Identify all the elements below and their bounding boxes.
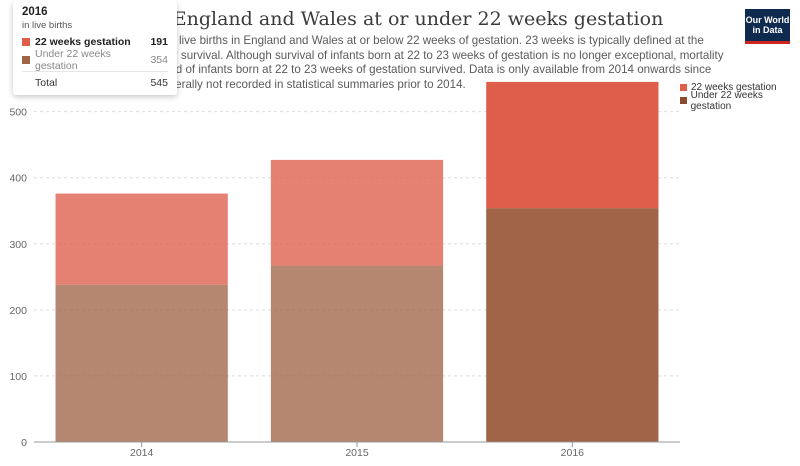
bar-segment bbox=[55, 193, 228, 285]
legend-label: Under 22 weeks gestation bbox=[690, 89, 763, 112]
tooltip-swatch bbox=[22, 56, 30, 64]
logo-line-1: Our World bbox=[745, 15, 790, 25]
bar-segment bbox=[486, 81, 659, 209]
x-tick-label: 2015 bbox=[345, 447, 369, 459]
y-tick-label: 100 bbox=[9, 371, 27, 383]
legend-swatch bbox=[680, 84, 687, 91]
y-tick-label: 0 bbox=[21, 437, 27, 449]
tooltip-total-row: Total 545 bbox=[22, 71, 168, 90]
logo-line-2: in Data bbox=[752, 25, 783, 35]
legend-item-under-22-weeks[interactable]: Under 22 weeks gestation bbox=[680, 90, 800, 112]
y-tick-label: 500 bbox=[9, 107, 27, 119]
tooltip-row-22-weeks: 22 weeks gestation 191 bbox=[22, 35, 168, 49]
tooltip-year: 2016 bbox=[22, 6, 48, 18]
chart-subtitle: This chart shows the number of live birt… bbox=[14, 34, 724, 91]
axes: 0 100 200 300 400 500 2014 2015 2016 bbox=[9, 107, 680, 459]
bar-segment bbox=[270, 159, 444, 266]
bars bbox=[55, 81, 659, 442]
x-tick-label: 2016 bbox=[561, 447, 585, 459]
y-tick-label: 300 bbox=[9, 239, 27, 251]
bar-segment bbox=[486, 208, 659, 442]
y-tick-label: 200 bbox=[9, 305, 27, 317]
tooltip-total-label: Total bbox=[35, 77, 58, 89]
tooltip-row-under-22-weeks: Under 22 weeks gestation 354 bbox=[22, 48, 168, 72]
tooltip-total-value: 545 bbox=[150, 77, 168, 89]
tooltip-value: 354 bbox=[150, 54, 168, 66]
bar-segment bbox=[55, 284, 228, 442]
legend: 22 weeks gestation Under 22 weeks gestat… bbox=[680, 81, 800, 112]
tooltip: 2016 in live births 22 weeks gestation 1… bbox=[13, 0, 177, 95]
owid-logo[interactable]: Our World in Data bbox=[745, 9, 790, 44]
tooltip-value: 191 bbox=[150, 36, 168, 48]
legend-label: 22 weeks gestation bbox=[691, 82, 777, 93]
tooltip-unit: in live births bbox=[22, 20, 73, 31]
legend-swatch bbox=[680, 97, 687, 104]
legend-item-22-weeks[interactable]: 22 weeks gestation bbox=[680, 81, 800, 94]
bar-segment bbox=[270, 265, 444, 442]
tooltip-label: Under 22 weeks gestation bbox=[35, 48, 111, 72]
tooltip-swatch bbox=[22, 38, 30, 46]
x-tick-label: 2014 bbox=[130, 447, 154, 459]
y-tick-label: 400 bbox=[9, 173, 27, 185]
tooltip-label: 22 weeks gestation bbox=[35, 36, 131, 48]
